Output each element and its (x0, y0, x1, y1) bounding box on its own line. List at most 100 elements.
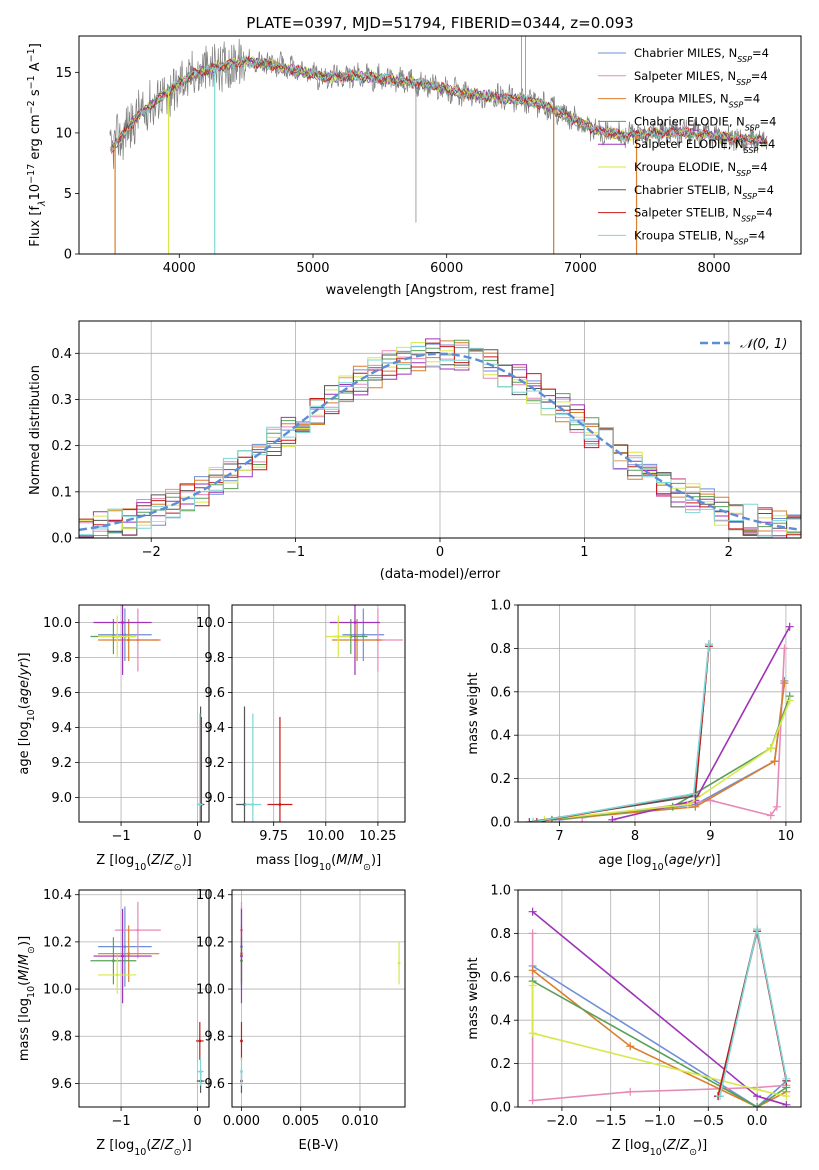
y-tick-label: 9.8 (204, 1030, 225, 1045)
weight-marker (528, 907, 537, 916)
y-tick-label: 0.8 (490, 927, 511, 942)
panel-age_vs_mass: 9.75 10.00 10.25 9.0 9.2 9.4 9.6 9.8 10.0 (196, 604, 406, 844)
data-point (123, 945, 127, 949)
y-tick-label: 10.0 (196, 616, 225, 631)
axes-frame (517, 604, 802, 823)
residual-histogram (79, 348, 801, 537)
y-tick-label: 10.0 (196, 983, 225, 998)
x-axis-label: wavelength [Angstrom, rest frame] (326, 283, 555, 298)
x-tick-label: 10.00 (307, 829, 344, 844)
legend-entry: Kroupa ELODIE, NSSP=4 (634, 160, 768, 178)
legend-entry: Chabrier MILES, NSSP=4 (634, 46, 769, 64)
y-tick-label: 9.8 (204, 651, 225, 666)
y-tick-label: 0.2 (490, 1057, 511, 1072)
weight-marker (525, 818, 534, 822)
axes-frame (517, 889, 802, 1108)
y-tick-label: 0.0 (490, 1101, 511, 1116)
weight-marker (528, 1096, 537, 1105)
y-tick-label: 0.4 (51, 347, 72, 362)
x-tick-label: 0 (436, 545, 444, 560)
weight-marker (753, 1103, 762, 1107)
axes-frame (231, 889, 406, 1108)
weight-marker (626, 1042, 635, 1051)
y-tick-label: 9.4 (204, 721, 225, 736)
weight-marker (529, 818, 538, 822)
y-tick-label: 0.1 (51, 485, 72, 500)
x-tick-label: 2 (725, 545, 733, 560)
panel-spectrum: 4000 5000 6000 7000 8000 0 5 10 15 (55, 35, 802, 276)
y-axis-label: mass weight (466, 957, 481, 1039)
weight-marker (785, 622, 794, 631)
residual-histogram (79, 346, 801, 538)
plot-area (90, 901, 205, 1093)
weight-marker (766, 811, 775, 820)
x-tick-label: 1 (580, 545, 588, 560)
weight-line (531, 985, 787, 1097)
x-tick-label: −1.5 (595, 1114, 627, 1129)
x-tick-label: −1 (111, 1114, 130, 1129)
y-tick-label: 1.0 (490, 884, 511, 899)
legend-entry: Kroupa MILES, NSSP=4 (634, 92, 760, 110)
y-tick-label: 9.6 (204, 686, 225, 701)
weight-marker (716, 1092, 725, 1101)
panel-mass_vs_ebv: 0.000 0.005 0.010 9.6 9.8 10.0 10.2 10.4 (196, 888, 406, 1129)
weight-marker (782, 1092, 791, 1101)
weight-marker (626, 1087, 635, 1096)
y-tick-label: 0.8 (490, 642, 511, 657)
y-tick-label: 0.0 (51, 532, 72, 547)
y-axis-label: mass weight (466, 672, 481, 754)
x-tick-label: −2 (142, 545, 161, 560)
weight-line (551, 695, 791, 821)
y-tick-label: 10.2 (43, 935, 72, 950)
chart-title: PLATE=0397, MJD=51794, FIBERID=0344, z=0… (246, 14, 633, 32)
y-tick-label: 9.0 (51, 791, 72, 806)
x-tick-label: 6000 (430, 261, 463, 276)
x-tick-label: −1 (111, 829, 130, 844)
panel-mass_vs_Z: −1 0 9.6 9.8 10.0 10.2 10.4 (43, 888, 210, 1129)
x-tick-label: −1.0 (644, 1114, 676, 1129)
y-tick-label: 10.2 (196, 935, 225, 950)
y-tick-label: 9.4 (51, 721, 72, 736)
weight-marker (683, 800, 692, 809)
data-point (121, 621, 124, 624)
weight-marker (689, 789, 698, 798)
plot-area (79, 338, 801, 538)
weight-marker (528, 966, 537, 975)
weight-marker (785, 696, 794, 705)
x-axis-label: mass [log10(M/M⊙)] (256, 853, 381, 873)
data-point (121, 954, 124, 958)
weight-marker (608, 815, 617, 822)
y-tick-label: 9.8 (51, 651, 72, 666)
weight-marker (532, 818, 541, 822)
plot-area (236, 605, 403, 822)
data-point (336, 635, 340, 638)
x-axis-label: Z [log10(Z/Z⊙)] (96, 1138, 191, 1158)
data-point (112, 959, 115, 963)
weight-marker (704, 640, 713, 649)
panel-residuals: −2 −1 0 1 2 0.0 0.1 0.2 0.3 0.4 (51, 320, 802, 560)
data-point (136, 928, 140, 932)
axes-frame (78, 604, 210, 823)
legend-entry: 𝒩(0, 1) (740, 337, 787, 352)
data-point (240, 954, 243, 958)
x-tick-label: 7 (555, 829, 563, 844)
x-tick-label: 0 (193, 1114, 201, 1129)
residual-histogram (79, 342, 801, 538)
weight-marker (766, 744, 775, 753)
data-point (278, 803, 282, 806)
weight-marker (528, 929, 537, 938)
weight-line (717, 931, 788, 1097)
data-point (127, 952, 131, 956)
weight-marker (782, 1100, 791, 1107)
data-point (198, 803, 202, 806)
model-spectrum (112, 55, 768, 151)
weight-marker (753, 1085, 762, 1094)
x-tick-label: 4000 (163, 261, 196, 276)
weight-line (532, 965, 787, 1107)
y-tick-label: 0.4 (490, 1014, 511, 1029)
y-tick-label: 0.6 (490, 685, 511, 700)
x-tick-label: 7000 (564, 261, 597, 276)
plot-area (240, 901, 401, 1093)
y-tick-label: 10.4 (196, 888, 225, 903)
